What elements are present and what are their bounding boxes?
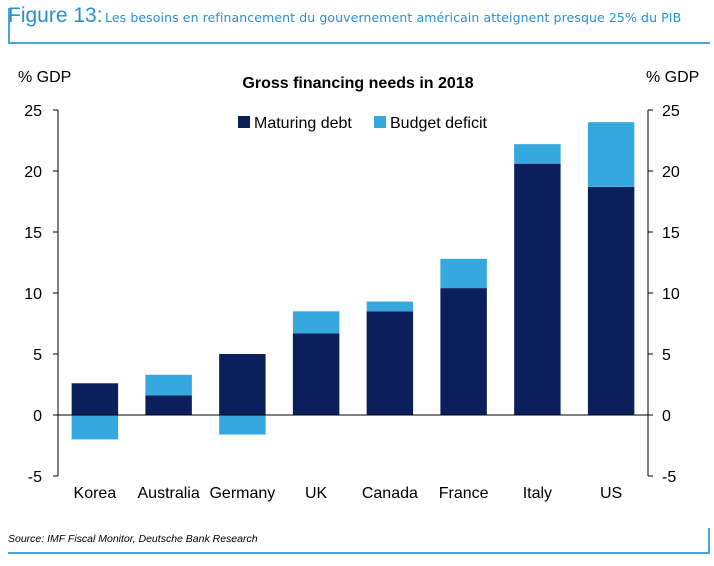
legend-swatch-budget-deficit xyxy=(374,116,386,128)
legend-label-maturing-debt: Maturing debt xyxy=(254,115,352,132)
bar-maturing-debt-france xyxy=(440,288,487,415)
bar-budget-deficit-germany xyxy=(219,415,266,435)
bar-budget-deficit-us xyxy=(587,122,635,187)
y-tick-label-left: 25 xyxy=(24,103,42,120)
y-tick-label-right: 5 xyxy=(662,347,671,364)
x-tick-label: US xyxy=(600,485,622,502)
bar-budget-deficit-uk xyxy=(292,311,340,334)
y-tick-label-right: -5 xyxy=(662,469,676,486)
figure-label: Figure 13: xyxy=(8,4,103,27)
x-tick-label: Canada xyxy=(362,485,418,502)
y-tick-label-right: 10 xyxy=(662,286,680,303)
bar-budget-deficit-france xyxy=(440,258,487,289)
source-note: Source: IMF Fiscal Monitor, Deutsche Ban… xyxy=(8,533,258,545)
y-tick-label-right: 15 xyxy=(662,225,680,242)
bar-maturing-debt-canada xyxy=(366,311,414,415)
bar-budget-deficit-italy xyxy=(514,144,561,164)
y-tick-label-left: 5 xyxy=(33,347,42,364)
bar-maturing-debt-italy xyxy=(514,163,561,415)
legend-label-budget-deficit: Budget deficit xyxy=(390,115,488,132)
bars-group xyxy=(71,122,635,440)
y-tick-label-left: -5 xyxy=(28,469,42,486)
y-axis-label-left: % GDP xyxy=(18,69,71,86)
bar-maturing-debt-australia xyxy=(145,395,192,415)
x-tick-label: UK xyxy=(305,485,328,502)
bar-budget-deficit-canada xyxy=(366,301,414,312)
legend-swatch-maturing-debt xyxy=(238,116,250,128)
y-tick-label-right: 0 xyxy=(662,408,671,425)
bar-budget-deficit-korea xyxy=(71,415,119,440)
chart-title: Gross financing needs in 2018 xyxy=(242,75,473,92)
y-tick-label-right: 25 xyxy=(662,103,680,120)
y-tick-label-left: 15 xyxy=(24,225,42,242)
bar-maturing-debt-uk xyxy=(292,333,340,415)
y-tick-label-left: 20 xyxy=(24,164,42,181)
axes-group: Korea Australia Germany UK Canada France Italy… xyxy=(24,103,680,502)
bar-maturing-debt-korea xyxy=(71,383,119,415)
x-tick-label: Germany xyxy=(209,485,275,502)
x-tick-label: France xyxy=(439,485,489,502)
x-tick-label: Korea xyxy=(74,485,117,502)
y-tick-label-right: 20 xyxy=(662,164,680,181)
y-axis-label-right: % GDP xyxy=(646,69,699,86)
figure-subtitle: Les besoins en refinancement du gouverne… xyxy=(105,10,682,25)
x-tick-label: Italy xyxy=(523,485,552,502)
bar-budget-deficit-australia xyxy=(145,374,192,396)
y-tick-label-left: 0 xyxy=(33,408,42,425)
bar-maturing-debt-us xyxy=(587,186,635,415)
y-tick-label-left: 10 xyxy=(24,286,42,303)
figure-header-frame xyxy=(8,8,710,44)
x-tick-label: Australia xyxy=(138,485,200,502)
figure-footer-frame xyxy=(8,528,710,554)
bar-maturing-debt-germany xyxy=(219,354,266,415)
